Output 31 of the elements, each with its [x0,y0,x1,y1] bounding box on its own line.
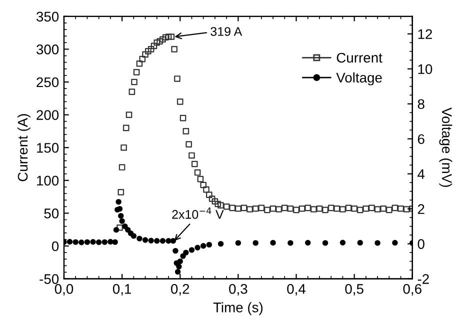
y2-tick-label: 10 [418,64,432,74]
x-tick-label: 0,6 [403,284,422,296]
y2-tick-label: 0 [418,239,424,249]
y-tick-label: 100 [37,176,59,186]
y-tick-label: 200 [36,110,59,120]
y2-tick-label: 6 [418,134,424,144]
y2-tick-label: 4 [418,169,425,179]
x-tick-label: 0,0 [54,284,74,296]
x-axis-title: Time (s) [213,302,263,316]
y-tick-label: 300 [36,44,59,54]
y-axis-title: Current (A) [17,114,30,182]
y-tick-label: -50 [40,274,59,284]
x-tick-label: 0,2 [171,284,190,296]
legend-label: Current [336,52,382,63]
y-tick-label: 350 [36,12,59,22]
y2-tick-label: 12 [418,29,432,39]
y2-tick-label: -2 [418,274,429,284]
y2-tick-label: 8 [418,99,424,110]
x-tick-label: 0,3 [229,284,248,296]
x-tick-label: 0,5 [345,284,364,296]
x-tick-label: 0,1 [112,284,132,296]
y2-axis-title: Voltage (mV) [439,108,452,187]
annotation: 2x10$^{−4}$ V [172,208,224,219]
y-tick-label: 50 [44,208,59,218]
y-tick-label: 0 [52,241,59,252]
y-tick-label: 250 [36,77,59,88]
y-tick-label: 150 [37,142,59,153]
annotation: 319 A [210,27,242,36]
x-tick-label: 0,4 [287,284,306,296]
legend-label: Voltage [336,72,382,86]
y2-tick-label: 2 [418,204,424,214]
